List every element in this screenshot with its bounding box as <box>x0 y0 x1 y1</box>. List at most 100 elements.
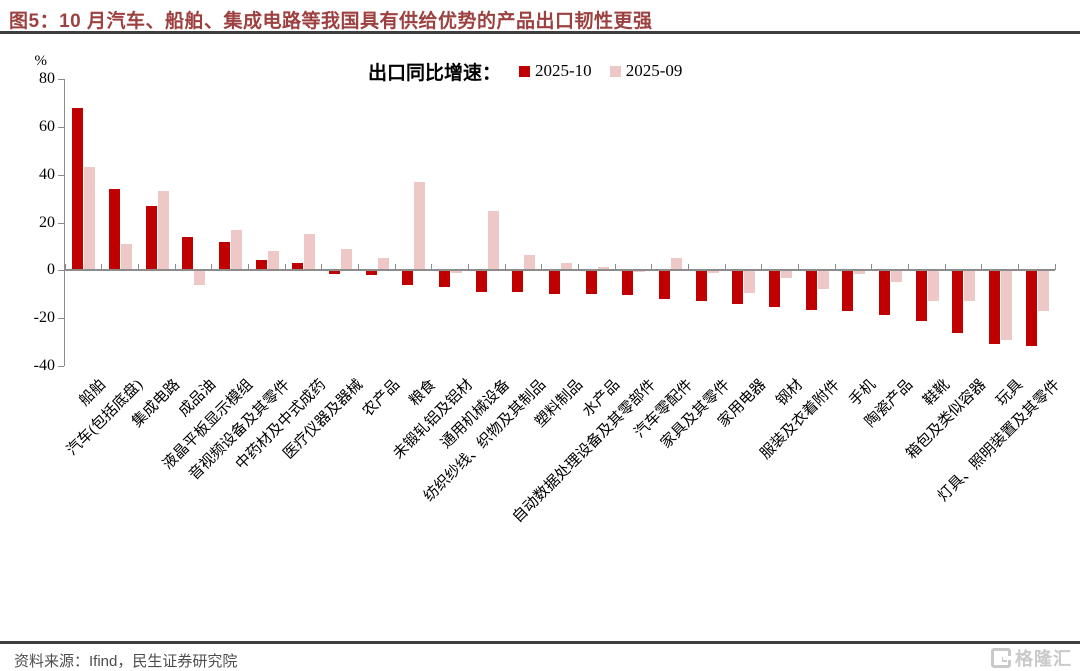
gelonghui-logo-text: 格隆汇 <box>1015 649 1072 669</box>
x-tick <box>467 264 469 271</box>
bar-2025-10 <box>879 270 890 315</box>
bar-2025-10 <box>769 270 780 308</box>
bar-2025-09 <box>964 270 976 302</box>
y-tick <box>58 79 64 80</box>
x-tick <box>834 264 836 271</box>
bar-2025-09 <box>377 258 389 271</box>
bar-2025-10 <box>1025 270 1037 346</box>
legend-title: 出口同比增速： <box>368 62 502 84</box>
y-tick-label: 80 <box>39 70 55 87</box>
bar-2025-09 <box>854 270 866 274</box>
y-tick <box>58 270 64 272</box>
y-tick <box>58 318 64 320</box>
bar-2025-09 <box>707 270 719 273</box>
bar-2025-09 <box>1037 270 1049 311</box>
bar-2025-10 <box>989 270 1000 345</box>
bar-2025-10 <box>732 270 744 304</box>
x-tick <box>431 264 433 271</box>
bar-2025-09 <box>561 263 572 271</box>
x-tick <box>1054 264 1056 271</box>
x-tick <box>724 264 726 271</box>
bar-2025-09 <box>597 266 609 271</box>
source-text: 资料来源：Ifind，民生证券研究院 <box>14 653 238 670</box>
x-tick <box>284 264 286 271</box>
bar-2025-09 <box>671 258 682 271</box>
x-tick <box>247 264 249 271</box>
x-tick <box>651 264 653 271</box>
y-tick <box>58 174 64 176</box>
bar-2025-10 <box>659 270 670 300</box>
x-tick <box>357 264 359 271</box>
bar-2025-10 <box>512 270 524 292</box>
x-tick <box>211 264 213 271</box>
title-rule <box>0 31 1080 34</box>
legend-swatch-2025-10 <box>519 65 531 77</box>
x-tick <box>541 264 543 271</box>
x-tick <box>614 264 616 271</box>
bar-2025-10 <box>219 241 230 271</box>
x-tick <box>981 264 983 271</box>
bar-2025-09 <box>927 270 939 302</box>
y-tick <box>58 366 64 367</box>
x-tick <box>577 264 579 271</box>
bar-2025-09 <box>451 270 462 273</box>
bar-2025-10 <box>145 205 157 271</box>
x-tick <box>871 264 873 271</box>
x-tick <box>101 264 103 271</box>
bar-2025-09 <box>524 254 536 271</box>
x-tick <box>761 264 763 271</box>
gelonghui-logo: 格隆汇 <box>991 645 1072 671</box>
bar-2025-10 <box>622 270 634 296</box>
x-tick <box>174 264 176 271</box>
bar-2025-09 <box>84 167 96 271</box>
bar-2025-10 <box>329 270 340 274</box>
bar-2025-09 <box>231 229 242 271</box>
legend-swatch-2025-09 <box>609 65 621 77</box>
bar-2025-10 <box>292 263 304 271</box>
figure-title: 图5：10 月汽车、船舶、集成电路等我国具有供给优势的产品出口韧性更强 <box>9 11 653 32</box>
y-tick-label: -20 <box>33 309 55 327</box>
bar-2025-10 <box>439 270 450 288</box>
bar-2025-09 <box>891 270 902 283</box>
footer-rule <box>0 641 1080 644</box>
y-axis-line <box>64 79 65 366</box>
bar-2025-10 <box>585 270 597 295</box>
bar-2025-10 <box>72 107 84 271</box>
x-tick <box>321 264 323 271</box>
x-tick <box>137 264 139 271</box>
gelonghui-icon <box>991 648 1011 668</box>
bar-2025-10 <box>952 270 964 333</box>
bar-2025-10 <box>915 270 927 321</box>
zero-line <box>65 269 1055 272</box>
bar-2025-09 <box>194 270 206 285</box>
x-tick <box>504 264 506 271</box>
y-tick <box>58 126 64 128</box>
bar-2025-10 <box>402 270 414 285</box>
bar-2025-10 <box>109 189 120 271</box>
x-tick <box>907 264 909 271</box>
bar-2025-10 <box>805 270 817 310</box>
y-tick-label: 40 <box>39 165 55 183</box>
legend-item-label: 2025-10 <box>535 61 592 80</box>
bar-2025-10 <box>365 270 377 276</box>
bar-2025-09 <box>304 234 316 271</box>
legend-item-label: 2025-09 <box>625 61 683 80</box>
bar-2025-10 <box>475 270 487 292</box>
x-tick <box>1017 264 1019 271</box>
y-tick-label: 0 <box>47 261 55 279</box>
y-axis-unit-label: % <box>34 53 48 69</box>
x-tick <box>64 264 66 271</box>
category-label: 农产品 <box>359 376 403 420</box>
y-tick <box>58 222 64 224</box>
x-tick <box>394 264 396 271</box>
y-tick-label: -40 <box>33 357 55 374</box>
bar-2025-09 <box>157 191 169 271</box>
x-tick <box>944 264 946 271</box>
bar-2025-09 <box>414 181 426 271</box>
bar-2025-10 <box>842 270 854 311</box>
bar-2025-10 <box>255 259 267 271</box>
x-tick <box>797 264 799 271</box>
bar-2025-09 <box>744 270 756 294</box>
chart-legend: 出口同比增速： 2025-10 2025-09 <box>368 58 682 84</box>
